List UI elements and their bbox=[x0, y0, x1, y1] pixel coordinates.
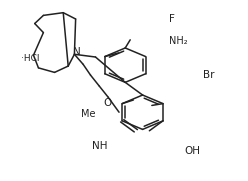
Text: NH: NH bbox=[92, 141, 108, 151]
Text: N: N bbox=[73, 47, 81, 58]
Text: F: F bbox=[169, 14, 175, 24]
Text: NH₂: NH₂ bbox=[169, 36, 187, 46]
Text: ·HCl: ·HCl bbox=[21, 54, 40, 63]
Text: OH: OH bbox=[185, 146, 201, 156]
Text: O: O bbox=[104, 98, 112, 108]
Text: Me: Me bbox=[81, 109, 95, 119]
Text: Br: Br bbox=[203, 70, 215, 80]
